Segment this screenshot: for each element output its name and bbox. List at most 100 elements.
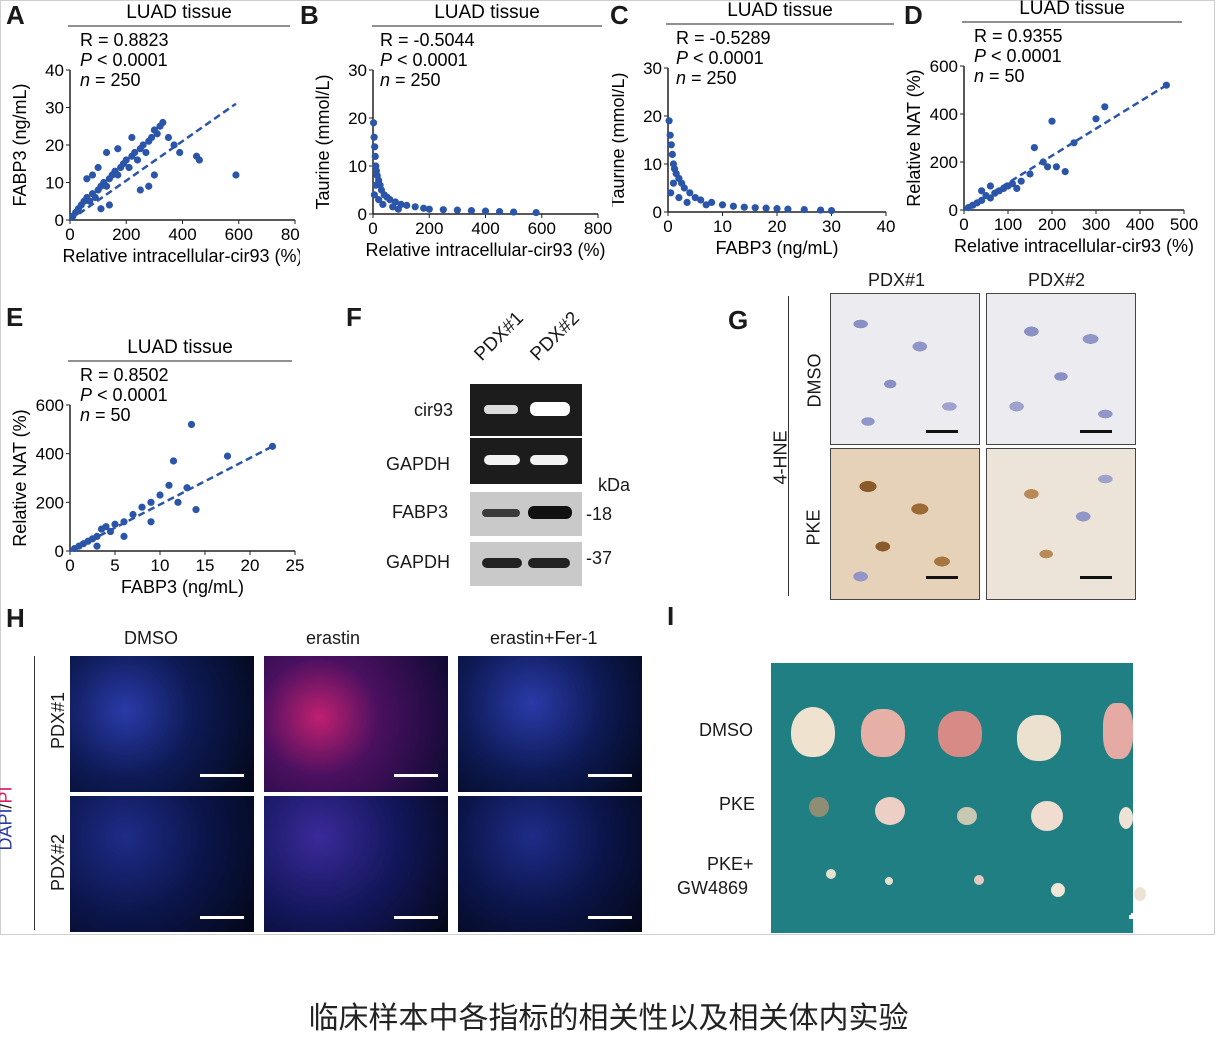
data-point	[389, 203, 397, 211]
stat-line: P < 0.0001	[380, 50, 468, 70]
y-tick-label: 200	[930, 153, 958, 172]
data-point	[125, 163, 133, 172]
data-point	[170, 141, 178, 149]
y-tick-label: 0	[949, 201, 958, 220]
x-tick-label: 600	[528, 219, 556, 238]
panel-letter-e: E	[6, 302, 24, 332]
panel-i: DMSO PKE PKE+ GW4869	[675, 660, 1215, 935]
fluor-image-dmso-pdx2	[70, 796, 254, 932]
scale-bar	[926, 430, 958, 433]
scale-bar	[1131, 913, 1153, 917]
y-tick-label: 20	[643, 107, 662, 126]
x-axis-label: Relative intracellular-cir93 (%)	[365, 240, 605, 260]
data-point	[187, 420, 196, 429]
fit-line	[963, 84, 1168, 212]
stat-line: R = 0.8823	[80, 30, 169, 50]
panel-letter-f: F	[346, 302, 362, 332]
y-tick-label: 0	[55, 542, 64, 561]
data-point	[420, 204, 428, 212]
stat-line: P < 0.0001	[80, 50, 168, 70]
data-point	[1030, 144, 1038, 152]
data-point	[708, 198, 716, 206]
marker-37: -37	[586, 548, 613, 568]
gel-cir93	[470, 384, 582, 436]
data-point	[1013, 184, 1021, 192]
stat-line: n = 250	[380, 70, 441, 90]
tumor-dmso	[861, 709, 905, 757]
data-point	[978, 187, 986, 195]
col-label-dmso: DMSO	[124, 628, 178, 648]
y-tick-label: 10	[45, 174, 64, 193]
data-point	[102, 182, 111, 190]
data-point	[159, 118, 167, 127]
stain-label-dapi: DAPI	[0, 808, 16, 851]
data-point	[105, 201, 113, 209]
ihc-image-pke-pdx2	[986, 448, 1136, 600]
x-tick-label: 300	[1082, 215, 1110, 234]
data-point	[665, 117, 673, 125]
blot-fabp3	[470, 492, 582, 536]
x-tick-label: 0	[368, 219, 377, 238]
data-point	[683, 198, 691, 206]
data-point	[403, 201, 411, 209]
y-axis-label: Taurine (mmol/L)	[612, 72, 628, 207]
y-tick-label: 0	[358, 205, 367, 224]
x-tick-label: 600	[225, 225, 253, 244]
data-point	[102, 523, 110, 531]
data-point	[697, 196, 705, 204]
group-line	[788, 296, 789, 596]
data-point	[702, 201, 710, 209]
data-point	[138, 503, 146, 511]
stat-line: R = 0.9355	[974, 26, 1063, 46]
group-line	[34, 656, 35, 930]
data-point	[425, 205, 433, 213]
data-point	[372, 181, 380, 189]
data-point	[439, 206, 447, 214]
x-tick-label: 200	[415, 219, 443, 238]
panel-h: DMSO erastin erastin+Fer-1 DAPI/PI PDX#1…	[0, 620, 650, 932]
x-tick-label: 20	[241, 556, 260, 575]
data-point	[510, 208, 518, 216]
stat-line: R = -0.5289	[676, 28, 771, 48]
band-gapdh-blot-1	[482, 558, 522, 568]
panel-f: PDX#1 PDX#2 cir93 GAPDH kDa FABP3 -18 GA…	[370, 308, 660, 590]
stain-label: DAPI/PI	[0, 786, 17, 850]
data-point	[1026, 170, 1034, 178]
data-point	[1008, 180, 1016, 188]
data-point	[150, 171, 158, 179]
y-tick-label: 30	[348, 61, 367, 80]
tumor-pke	[1031, 801, 1063, 831]
fluor-image-erastin-fer1-pdx2	[458, 796, 642, 932]
row-label-pdx1: PDX#1	[48, 691, 69, 750]
scale-bar	[1129, 915, 1133, 919]
scale-bar	[394, 774, 438, 777]
y-tick-label: 0	[653, 203, 662, 222]
data-point	[111, 520, 119, 528]
figure-frame	[0, 0, 1215, 935]
x-tick-label: 0	[65, 556, 74, 575]
y-axis-label: Taurine (mmol/L)	[313, 74, 333, 209]
stat-line: R = -0.5044	[380, 30, 475, 50]
data-point	[176, 148, 184, 157]
y-tick-label: 400	[930, 105, 958, 124]
chart-header: LUAD tissue	[434, 2, 540, 23]
row-label-fabp3: FABP3	[392, 502, 449, 522]
data-point	[773, 205, 781, 213]
col-label-erastin-fer1: erastin+Fer-1	[490, 628, 598, 648]
data-point	[827, 206, 836, 215]
stat-line: R = 0.8502	[80, 365, 169, 385]
data-point	[1044, 163, 1052, 171]
data-point	[1048, 117, 1056, 125]
col-label-erastin: erastin	[306, 628, 361, 648]
data-point	[164, 133, 173, 142]
data-point	[667, 141, 675, 149]
band-fabp3-1	[482, 509, 520, 517]
col-label-pdx1: PDX#1	[868, 270, 926, 290]
tumor-pke	[957, 807, 977, 825]
data-point	[114, 171, 122, 179]
data-point	[667, 189, 675, 197]
x-tick-label: 10	[713, 217, 732, 236]
blot-gapdh	[470, 542, 582, 586]
